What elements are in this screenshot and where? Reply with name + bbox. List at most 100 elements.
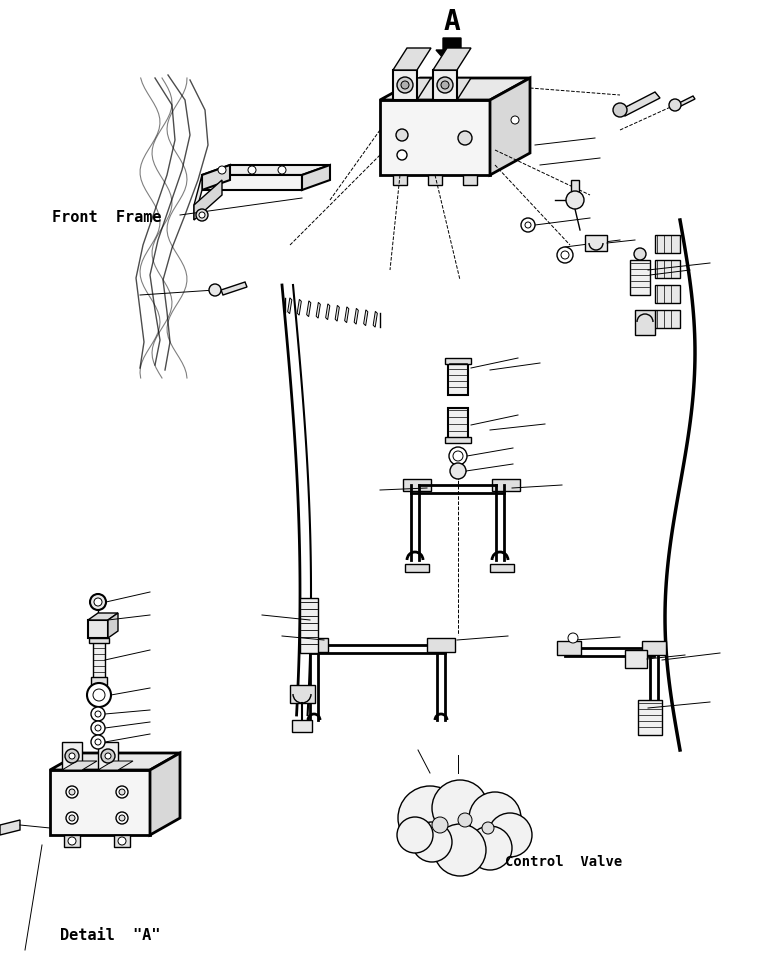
Bar xyxy=(492,479,520,491)
Circle shape xyxy=(669,99,681,111)
Polygon shape xyxy=(194,175,202,220)
Circle shape xyxy=(119,789,125,795)
Circle shape xyxy=(568,633,578,643)
Polygon shape xyxy=(675,96,695,108)
Bar xyxy=(405,564,429,572)
Circle shape xyxy=(437,77,453,93)
Polygon shape xyxy=(62,761,97,770)
Bar xyxy=(89,638,109,643)
Polygon shape xyxy=(380,78,530,100)
Bar xyxy=(393,175,407,185)
Circle shape xyxy=(93,689,105,701)
Bar xyxy=(433,70,457,100)
Polygon shape xyxy=(316,302,321,318)
Polygon shape xyxy=(490,78,530,175)
Circle shape xyxy=(468,826,512,870)
Circle shape xyxy=(450,463,466,479)
Polygon shape xyxy=(345,307,349,322)
Polygon shape xyxy=(88,613,118,620)
Bar xyxy=(98,742,118,770)
Circle shape xyxy=(91,707,105,721)
Bar xyxy=(428,175,442,185)
Circle shape xyxy=(94,598,102,606)
Circle shape xyxy=(66,786,78,798)
Circle shape xyxy=(434,824,486,876)
Bar xyxy=(655,285,680,303)
Circle shape xyxy=(634,248,646,260)
Bar xyxy=(290,685,315,703)
Text: A: A xyxy=(443,8,461,36)
Polygon shape xyxy=(364,310,368,326)
Circle shape xyxy=(248,166,256,174)
Circle shape xyxy=(458,813,472,827)
Bar xyxy=(88,620,108,638)
Bar xyxy=(585,235,607,251)
Polygon shape xyxy=(307,301,310,316)
Polygon shape xyxy=(202,175,302,190)
Polygon shape xyxy=(297,299,301,316)
Polygon shape xyxy=(433,78,471,100)
Bar xyxy=(91,677,107,685)
Polygon shape xyxy=(50,770,150,835)
Polygon shape xyxy=(393,48,431,70)
Circle shape xyxy=(119,815,125,821)
Circle shape xyxy=(105,753,111,759)
Circle shape xyxy=(398,786,462,850)
Bar xyxy=(642,641,666,655)
Polygon shape xyxy=(108,613,118,638)
Circle shape xyxy=(116,786,128,798)
Bar xyxy=(655,310,680,328)
Circle shape xyxy=(432,780,488,836)
Circle shape xyxy=(66,812,78,824)
Circle shape xyxy=(401,81,409,89)
Bar xyxy=(625,650,647,668)
Bar xyxy=(490,564,514,572)
Text: Detail  "A": Detail "A" xyxy=(60,927,160,943)
Circle shape xyxy=(91,735,105,749)
Polygon shape xyxy=(98,761,133,770)
Polygon shape xyxy=(194,180,222,220)
Bar xyxy=(630,260,650,295)
Text: Control  Valve: Control Valve xyxy=(505,855,622,869)
Polygon shape xyxy=(433,48,471,70)
Circle shape xyxy=(613,103,627,117)
Circle shape xyxy=(95,711,101,717)
Bar xyxy=(62,742,82,770)
Bar xyxy=(638,700,662,735)
Circle shape xyxy=(397,77,413,93)
Circle shape xyxy=(561,251,569,259)
Polygon shape xyxy=(202,165,330,175)
Circle shape xyxy=(453,451,463,461)
Circle shape xyxy=(441,81,449,89)
Circle shape xyxy=(95,739,101,745)
Polygon shape xyxy=(373,312,378,327)
Bar xyxy=(393,70,417,100)
Circle shape xyxy=(69,815,75,821)
Circle shape xyxy=(482,822,494,834)
Circle shape xyxy=(511,116,519,124)
Polygon shape xyxy=(0,820,20,835)
Text: Front  Frame: Front Frame xyxy=(52,210,162,225)
Circle shape xyxy=(65,749,79,763)
Bar xyxy=(448,360,468,395)
Bar xyxy=(64,835,80,847)
Circle shape xyxy=(397,817,433,853)
Circle shape xyxy=(196,209,208,221)
Bar xyxy=(445,437,471,443)
Bar xyxy=(427,638,455,652)
Circle shape xyxy=(101,749,115,763)
Circle shape xyxy=(432,817,448,833)
Circle shape xyxy=(469,792,521,844)
Circle shape xyxy=(525,222,531,228)
Circle shape xyxy=(278,166,286,174)
Circle shape xyxy=(68,837,76,845)
Polygon shape xyxy=(380,100,490,175)
Circle shape xyxy=(458,131,472,145)
Circle shape xyxy=(91,721,105,735)
Circle shape xyxy=(397,150,407,160)
Bar xyxy=(655,235,680,253)
Circle shape xyxy=(69,753,75,759)
Circle shape xyxy=(90,594,106,610)
Polygon shape xyxy=(221,282,247,295)
Circle shape xyxy=(199,212,205,218)
